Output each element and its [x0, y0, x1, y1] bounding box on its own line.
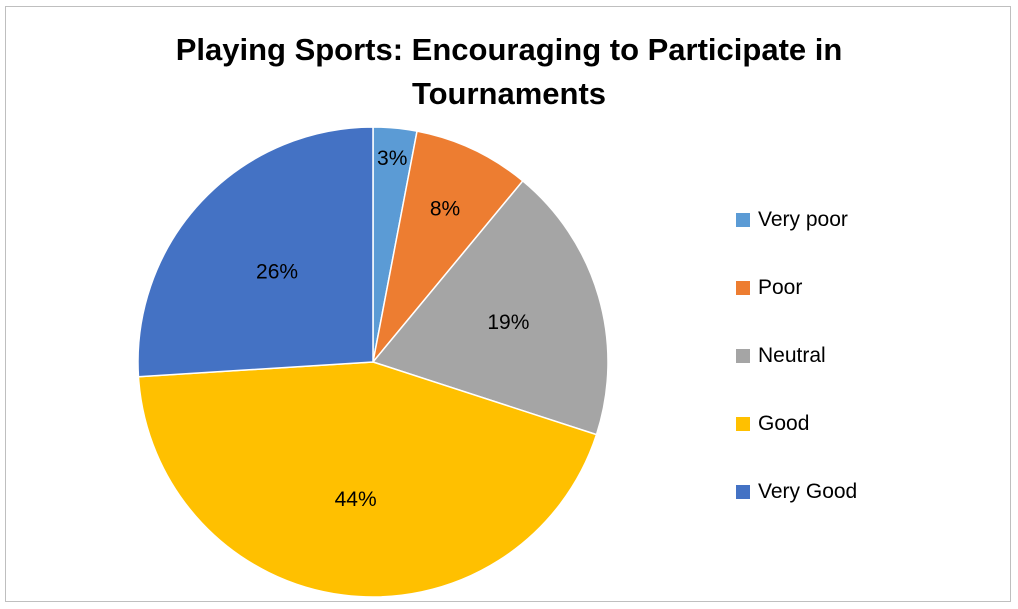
legend-swatch [736, 417, 750, 431]
pie-slice-neutral [371, 179, 609, 436]
legend-item-good: Good [736, 406, 857, 442]
pie-slice-good [137, 361, 598, 598]
legend-label: Very poor [758, 208, 848, 231]
data-label-poor: 8% [430, 197, 460, 220]
legend-item-very-good: Very Good [736, 474, 857, 510]
legend-item-poor: Poor [736, 270, 857, 306]
legend-item-very-poor: Very poor [736, 202, 857, 238]
chart-title-line-2: Tournaments [411, 76, 607, 111]
legend-label: Poor [758, 276, 803, 299]
legend-swatch [736, 213, 750, 227]
data-label-neutral: 19% [487, 311, 529, 334]
legend-label: Very Good [758, 480, 858, 503]
legend-swatch [736, 281, 750, 295]
data-label-very-good: 26% [256, 260, 298, 283]
chart-title-line-1: Playing Sports: Encouraging to Participa… [175, 32, 843, 67]
legend: Very poor Poor Neutral Good Very Good [736, 202, 857, 542]
pie-slice-very-good [137, 126, 374, 378]
legend-swatch [736, 485, 750, 499]
legend-label: Neutral [758, 344, 826, 367]
data-label-very-poor: 3% [377, 147, 407, 170]
data-label-good: 44% [335, 488, 377, 511]
legend-label: Good [758, 412, 810, 435]
pie-slice-poor [372, 130, 524, 363]
legend-item-neutral: Neutral [736, 338, 857, 374]
chart-title: Playing Sports: Encouraging to Participa… [0, 28, 1018, 116]
legend-swatch [736, 349, 750, 363]
